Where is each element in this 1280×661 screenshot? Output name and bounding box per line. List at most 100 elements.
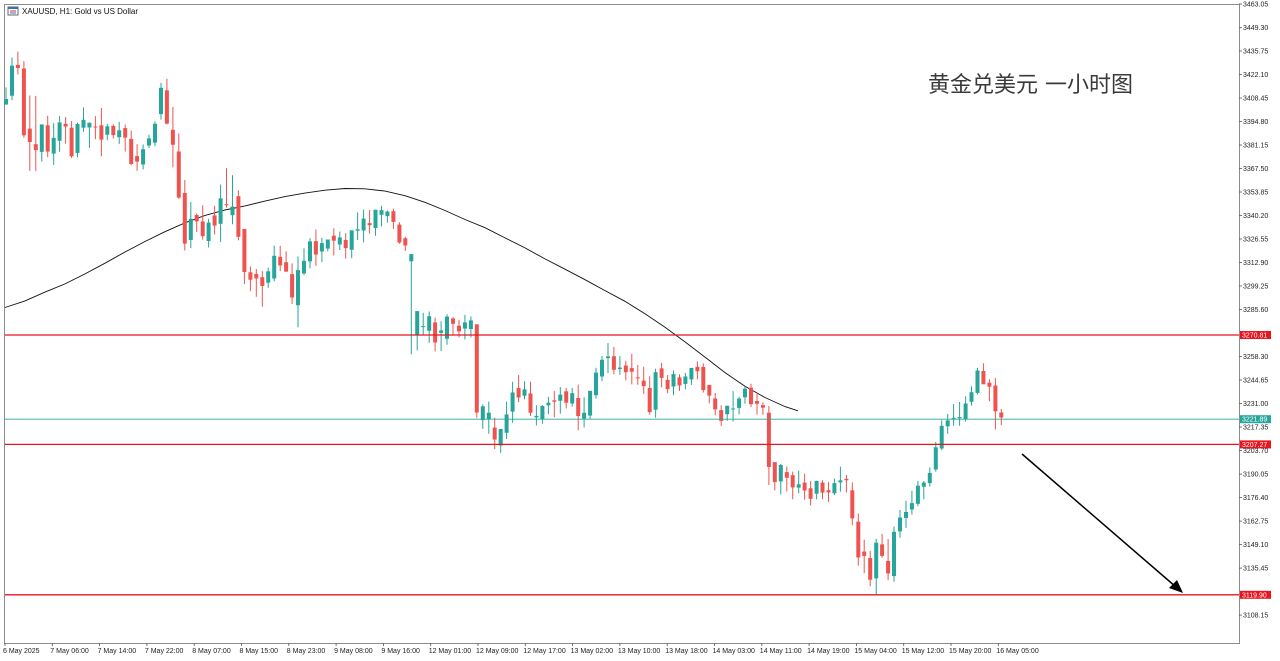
time-tick-label: 14 May 11:00	[760, 648, 802, 655]
candle-body	[278, 256, 283, 266]
candle-body	[915, 485, 920, 504]
price-tick-label: 3149.10	[1243, 542, 1268, 549]
candle-body	[707, 384, 712, 396]
candle-body	[361, 218, 366, 231]
candle-body	[820, 482, 825, 493]
candle-body	[439, 330, 444, 333]
candle-body	[492, 427, 497, 440]
time-tick-label: 9 May 16:00	[381, 648, 420, 655]
candle-body	[170, 129, 175, 145]
candle-body	[242, 229, 247, 272]
candle	[504, 401, 509, 439]
candle	[397, 222, 402, 244]
candle-body	[856, 521, 861, 558]
time-tick-label: 16 May 05:00	[996, 648, 1039, 655]
candle	[349, 230, 354, 259]
candle	[451, 317, 455, 336]
candle	[415, 311, 420, 351]
candle-body	[921, 482, 926, 487]
price-tick-label: 3353.85	[1243, 190, 1268, 197]
price-tick-label: 3463.05	[1243, 2, 1268, 9]
candle-body	[904, 512, 908, 518]
level-tag	[1240, 590, 1271, 599]
candle	[921, 481, 926, 500]
candle-body	[462, 322, 467, 329]
candle	[230, 175, 235, 225]
candle-body	[51, 137, 56, 154]
candle	[594, 367, 598, 399]
candle	[570, 387, 575, 407]
candle-body	[159, 87, 163, 115]
price-tick-label: 3422.10	[1243, 72, 1268, 79]
candle	[159, 82, 163, 120]
candle-body	[313, 241, 318, 255]
candle-body	[367, 223, 372, 226]
candle	[421, 312, 426, 336]
candle	[164, 78, 169, 125]
price-tick-label: 3108.15	[1243, 613, 1268, 620]
candle	[981, 363, 986, 385]
candle	[135, 144, 140, 171]
level-tag-label: 3119.90	[1242, 592, 1267, 599]
candle	[367, 210, 372, 234]
horizontal-level-layer: 3270.81 3207.27 3119.90 3221.89	[5, 331, 1271, 599]
candle	[117, 121, 122, 144]
candle-body	[826, 490, 831, 493]
price-tick-label: 3435.75	[1243, 49, 1268, 56]
candle-body	[290, 274, 295, 298]
price-tick-label: 3217.35	[1243, 425, 1268, 432]
candle-body	[498, 429, 503, 446]
candle-body	[671, 374, 676, 387]
time-tick-label: 14 May 03:00	[713, 648, 756, 655]
candle	[57, 116, 62, 152]
candle	[880, 533, 885, 558]
candle-body	[659, 368, 664, 378]
candle-body	[141, 149, 146, 165]
level-tag-label: 3207.27	[1242, 442, 1267, 449]
candle	[999, 408, 1004, 426]
moving-average-line	[4, 188, 799, 412]
candle	[224, 168, 229, 208]
candle	[21, 61, 26, 138]
candle-body	[594, 372, 598, 396]
candle	[313, 229, 318, 266]
candle	[212, 205, 217, 235]
candle	[832, 478, 837, 496]
price-tick-label: 3449.30	[1243, 25, 1268, 32]
candle-body	[248, 272, 253, 280]
candle-body	[308, 241, 312, 262]
candle-body	[528, 393, 533, 413]
candle-body	[546, 402, 551, 406]
price-tick-label: 3190.05	[1243, 472, 1268, 479]
candle	[808, 481, 813, 506]
level-tag	[1240, 440, 1271, 449]
price-tick-label: 3285.60	[1243, 307, 1268, 314]
candle-body	[695, 366, 700, 372]
candle-body	[349, 230, 354, 250]
candle	[671, 370, 676, 396]
candle-body	[331, 235, 336, 241]
candle-body	[653, 372, 658, 410]
candle-body	[516, 388, 521, 398]
candle-body	[385, 211, 390, 217]
price-tick-label: 3394.80	[1243, 119, 1268, 126]
price-axis: 3463.05 3449.30 3435.75 3422.10 3408.45 3394.…	[1239, 2, 1268, 620]
candle-body	[927, 472, 932, 484]
current-price-tag	[1240, 415, 1271, 424]
plot-frame	[4, 4, 1240, 644]
candle	[129, 130, 134, 166]
candle	[820, 480, 825, 500]
price-tick-label: 3381.15	[1243, 143, 1268, 150]
candle-body	[814, 481, 819, 494]
candle-body	[766, 412, 771, 467]
candle	[731, 391, 736, 422]
candle-body	[611, 356, 616, 370]
time-tick-label: 15 May 04:00	[854, 648, 897, 655]
candle	[391, 208, 396, 229]
candle-body	[200, 221, 205, 237]
candle-body	[719, 410, 724, 421]
candle-body	[552, 400, 557, 402]
candle	[45, 115, 50, 158]
candle-body	[4, 99, 8, 105]
